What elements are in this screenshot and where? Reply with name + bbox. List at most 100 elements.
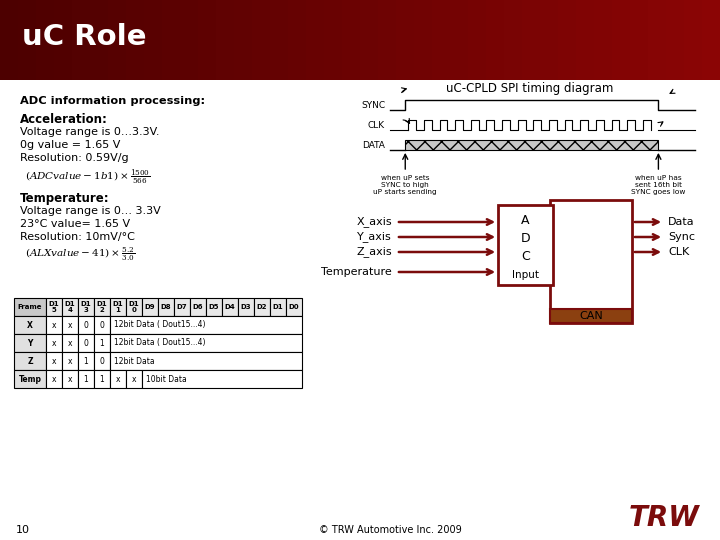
Bar xyxy=(110,334,302,352)
Text: $(ALXvalue-41)\times\mathit{\frac{5.2}{3.0}}$: $(ALXvalue-41)\times\mathit{\frac{5.2}{3… xyxy=(25,246,135,264)
Bar xyxy=(94,316,110,334)
Text: A: A xyxy=(521,214,530,227)
Bar xyxy=(270,0,289,80)
Text: CAN: CAN xyxy=(579,311,603,321)
Text: when uP has
sent 16th bit
SYNC goes low: when uP has sent 16th bit SYNC goes low xyxy=(631,175,685,195)
Text: TRW: TRW xyxy=(629,504,700,532)
Text: CLK: CLK xyxy=(668,247,689,257)
Bar xyxy=(14,370,46,388)
Text: D0: D0 xyxy=(289,304,300,310)
Text: D8: D8 xyxy=(161,304,171,310)
Bar xyxy=(62,370,78,388)
Text: $(ADCvalue-1\mathit{b1})\times\mathit{\frac{1500}{566}}$: $(ADCvalue-1\mathit{b1})\times\mathit{\f… xyxy=(25,168,150,187)
Bar xyxy=(174,298,190,316)
Bar xyxy=(18,0,37,80)
Text: 0: 0 xyxy=(84,321,89,329)
Bar xyxy=(126,370,142,388)
Bar xyxy=(630,0,649,80)
Bar xyxy=(252,0,271,80)
Bar xyxy=(94,298,110,316)
Bar xyxy=(594,0,613,80)
Bar xyxy=(198,0,217,80)
Text: 1: 1 xyxy=(84,375,89,383)
Bar xyxy=(62,298,78,316)
Text: x: x xyxy=(52,375,56,383)
Bar xyxy=(94,370,110,388)
Text: x: x xyxy=(68,356,72,366)
Bar xyxy=(144,0,163,80)
Bar xyxy=(14,334,46,352)
Bar xyxy=(504,0,523,80)
Text: Resolution: 0.59V/g: Resolution: 0.59V/g xyxy=(20,153,129,163)
Bar xyxy=(46,334,62,352)
Bar xyxy=(396,0,415,80)
Text: D1
2: D1 2 xyxy=(96,300,107,314)
Bar xyxy=(702,0,720,80)
Bar xyxy=(126,0,145,80)
Bar xyxy=(0,0,19,80)
Text: C: C xyxy=(521,249,530,262)
Text: D1: D1 xyxy=(273,304,283,310)
Text: Resolution: 10mV/°C: Resolution: 10mV/°C xyxy=(20,232,135,242)
Bar xyxy=(62,352,78,370)
Text: Z: Z xyxy=(27,356,33,366)
Text: x: x xyxy=(116,375,120,383)
Bar xyxy=(360,0,379,80)
Bar xyxy=(54,0,73,80)
Text: 12bit Data ( Dout15...4): 12bit Data ( Dout15...4) xyxy=(114,339,205,348)
Bar xyxy=(142,370,302,388)
Bar xyxy=(648,0,667,80)
Text: D5: D5 xyxy=(209,304,220,310)
Text: D1
1: D1 1 xyxy=(113,300,123,314)
Bar xyxy=(522,0,541,80)
Text: X_axis: X_axis xyxy=(356,217,392,227)
Text: Acceleration:: Acceleration: xyxy=(20,113,108,126)
Text: Z_axis: Z_axis xyxy=(356,247,392,258)
Text: when uP sets
SYNC to high
uP starts sending: when uP sets SYNC to high uP starts send… xyxy=(374,175,437,195)
Bar xyxy=(46,352,62,370)
Text: ADC information processing:: ADC information processing: xyxy=(20,96,205,106)
Bar xyxy=(666,0,685,80)
Text: 10: 10 xyxy=(16,525,30,535)
Text: Data: Data xyxy=(668,217,695,227)
Text: X: X xyxy=(27,321,33,329)
Bar xyxy=(468,0,487,80)
Text: 12bit Data: 12bit Data xyxy=(114,356,155,366)
Bar xyxy=(110,316,302,334)
Bar xyxy=(72,0,91,80)
Text: Temp: Temp xyxy=(19,375,42,383)
Text: 1: 1 xyxy=(99,339,104,348)
Bar xyxy=(432,0,451,80)
Text: Voltage range is 0…3.3V.: Voltage range is 0…3.3V. xyxy=(20,127,160,137)
Text: D9: D9 xyxy=(145,304,156,310)
Bar xyxy=(14,298,46,316)
Bar xyxy=(78,334,94,352)
Bar xyxy=(90,0,109,80)
Text: x: x xyxy=(52,321,56,329)
Bar xyxy=(254,298,270,316)
Bar xyxy=(78,316,94,334)
Text: 0: 0 xyxy=(99,321,104,329)
Text: x: x xyxy=(52,356,56,366)
Bar xyxy=(486,0,505,80)
Bar xyxy=(324,0,343,80)
Text: D1
3: D1 3 xyxy=(81,300,91,314)
Text: 0g value = 1.65 V: 0g value = 1.65 V xyxy=(20,140,120,150)
Bar xyxy=(216,0,235,80)
Text: 10bit Data: 10bit Data xyxy=(146,375,186,383)
Bar xyxy=(558,0,577,80)
Bar xyxy=(190,298,206,316)
Bar xyxy=(222,298,238,316)
Text: D3: D3 xyxy=(240,304,251,310)
Bar xyxy=(498,205,553,285)
Text: x: x xyxy=(68,339,72,348)
Bar xyxy=(46,298,62,316)
Text: 0: 0 xyxy=(84,339,89,348)
Bar xyxy=(270,298,286,316)
Bar xyxy=(78,370,94,388)
Text: Sync: Sync xyxy=(668,232,695,242)
Bar xyxy=(162,0,181,80)
Text: D1
0: D1 0 xyxy=(129,300,139,314)
Bar xyxy=(405,140,658,150)
Text: D4: D4 xyxy=(225,304,235,310)
